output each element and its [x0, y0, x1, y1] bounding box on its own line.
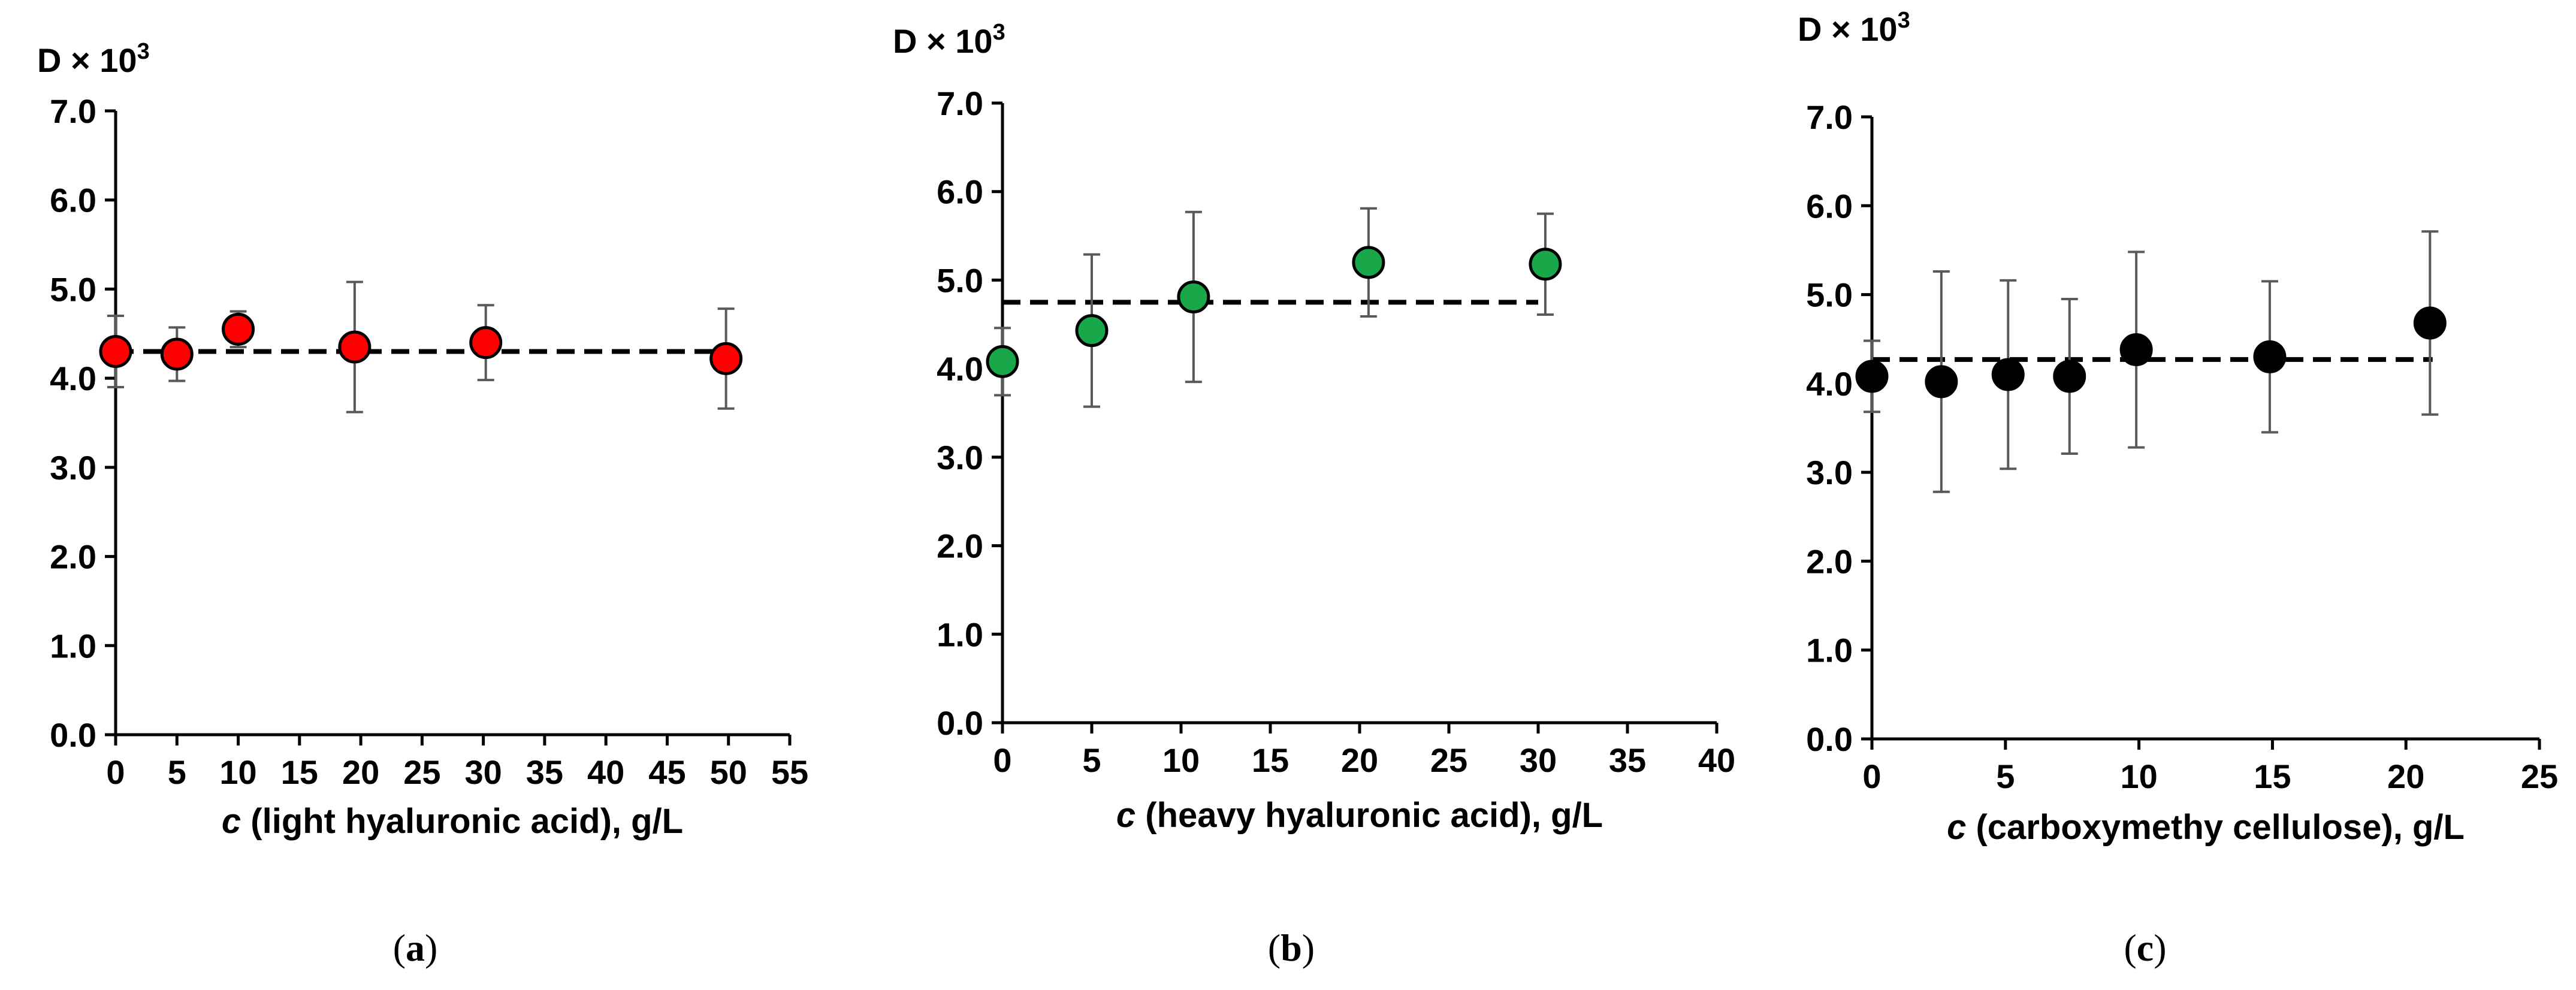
data-point: [709, 342, 743, 375]
x-tick-label: 50: [710, 753, 747, 791]
x-tick-label: 35: [526, 753, 563, 791]
y-tick-label: 2.0: [50, 538, 96, 576]
data-point: [160, 337, 194, 371]
y-tick-label: 7.0: [50, 92, 96, 130]
x-axis-label: c (light hyaluronic acid), g/L: [222, 802, 683, 841]
y-tick-label: 4.0: [1806, 365, 1853, 403]
data-point: [1855, 360, 1889, 393]
x-tick-label: 25: [403, 753, 440, 791]
panel-label-a: (a): [392, 926, 438, 969]
y-tick-label: 0.0: [1806, 720, 1853, 758]
x-tick-label: 5: [1996, 757, 2015, 795]
y-axis-label: D × 103: [37, 39, 150, 79]
y-tick-label: 7.0: [937, 84, 983, 122]
x-tick-label: 25: [1430, 741, 1467, 779]
x-tick-label: 15: [2254, 757, 2291, 795]
data-point: [2119, 333, 2153, 367]
y-axis-label: D × 103: [893, 20, 1005, 60]
y-axis-label: D × 103: [1798, 8, 1910, 48]
x-tick-label: 15: [1252, 741, 1289, 779]
y-tick-label: 1.0: [1806, 632, 1853, 669]
y-tick-label: 6.0: [937, 173, 983, 211]
chart-panel-a: 0.0 1.0 2.0 3.0 4.0 5.0 6.0 7.0 0 5 10 15 20 25 30 35 40…: [37, 39, 808, 841]
data-point: [1352, 246, 1385, 279]
y-tick-label: 3.0: [50, 449, 96, 487]
y-tick-label: 6.0: [1806, 187, 1853, 225]
x-tick-label: 5: [168, 753, 186, 791]
x-tick-label: 45: [648, 753, 685, 791]
data-point: [2053, 360, 2086, 393]
data-point: [1075, 314, 1109, 348]
y-tick-label: 5.0: [937, 261, 983, 299]
data-point: [469, 326, 503, 360]
x-tick-label: 35: [1609, 741, 1646, 779]
y-tick-label: 7.0: [1806, 98, 1853, 136]
y-tick-label: 2.0: [937, 527, 983, 565]
x-tick-label: 25: [2521, 757, 2558, 795]
x-tick-label: 40: [1698, 741, 1735, 779]
x-tick-label: 30: [464, 753, 502, 791]
y-tick-label: 3.0: [1806, 454, 1853, 491]
data-point: [1529, 248, 1562, 281]
y-tick-label: 4.0: [50, 360, 96, 397]
x-tick-label: 20: [2387, 757, 2424, 795]
data-point: [99, 335, 132, 369]
x-tick-label: 10: [219, 753, 256, 791]
y-tick-label: 3.0: [937, 439, 983, 476]
panel-label-b: (b): [1267, 926, 1315, 969]
data-point: [2253, 340, 2287, 373]
data-point: [2413, 306, 2447, 340]
x-axis-label: c (heavy hyaluronic acid), g/L: [1116, 796, 1603, 835]
x-tick-label: 55: [771, 753, 808, 791]
y-tick-label: 4.0: [937, 350, 983, 388]
x-tick-label: 5: [1082, 741, 1101, 779]
y-tick-label: 5.0: [1806, 276, 1853, 314]
chart-panel-b: 0.0 1.0 2.0 3.0 4.0 5.0 6.0 7.0 0 5 10 15 20 25 30 35 40…: [893, 20, 1735, 835]
panel-label-c: (c): [2124, 926, 2167, 969]
x-tick-label: 40: [587, 753, 624, 791]
y-tick-label: 0.0: [937, 704, 983, 742]
data-point: [1991, 358, 2025, 391]
y-tick-label: 5.0: [50, 270, 96, 308]
x-tick-label: 0: [1862, 757, 1881, 795]
data-point: [1177, 280, 1210, 313]
x-tick-label: 10: [2120, 757, 2157, 795]
y-tick-label: 1.0: [50, 627, 96, 665]
x-tick-label: 30: [1520, 741, 1557, 779]
x-axis-label: c (carboxymethy cellulose), g/L: [1947, 808, 2465, 847]
y-tick-label: 2.0: [1806, 542, 1853, 580]
x-tick-label: 0: [993, 741, 1011, 779]
data-point: [338, 330, 372, 364]
data-point: [1925, 365, 1958, 399]
x-tick-label: 20: [1341, 741, 1378, 779]
x-tick-label: 10: [1162, 741, 1200, 779]
y-tick-label: 6.0: [50, 182, 96, 219]
chart-panel-c: 0.0 1.0 2.0 3.0 4.0 5.0 6.0 7.0 0 5 10 15 20 25 D × 10…: [1798, 8, 2558, 847]
x-tick-label: 20: [342, 753, 379, 791]
y-tick-label: 0.0: [50, 716, 96, 754]
x-tick-label: 0: [106, 753, 125, 791]
y-tick-label: 1.0: [937, 615, 983, 653]
data-point: [986, 345, 1019, 378]
data-point: [222, 312, 255, 346]
x-tick-label: 15: [281, 753, 318, 791]
